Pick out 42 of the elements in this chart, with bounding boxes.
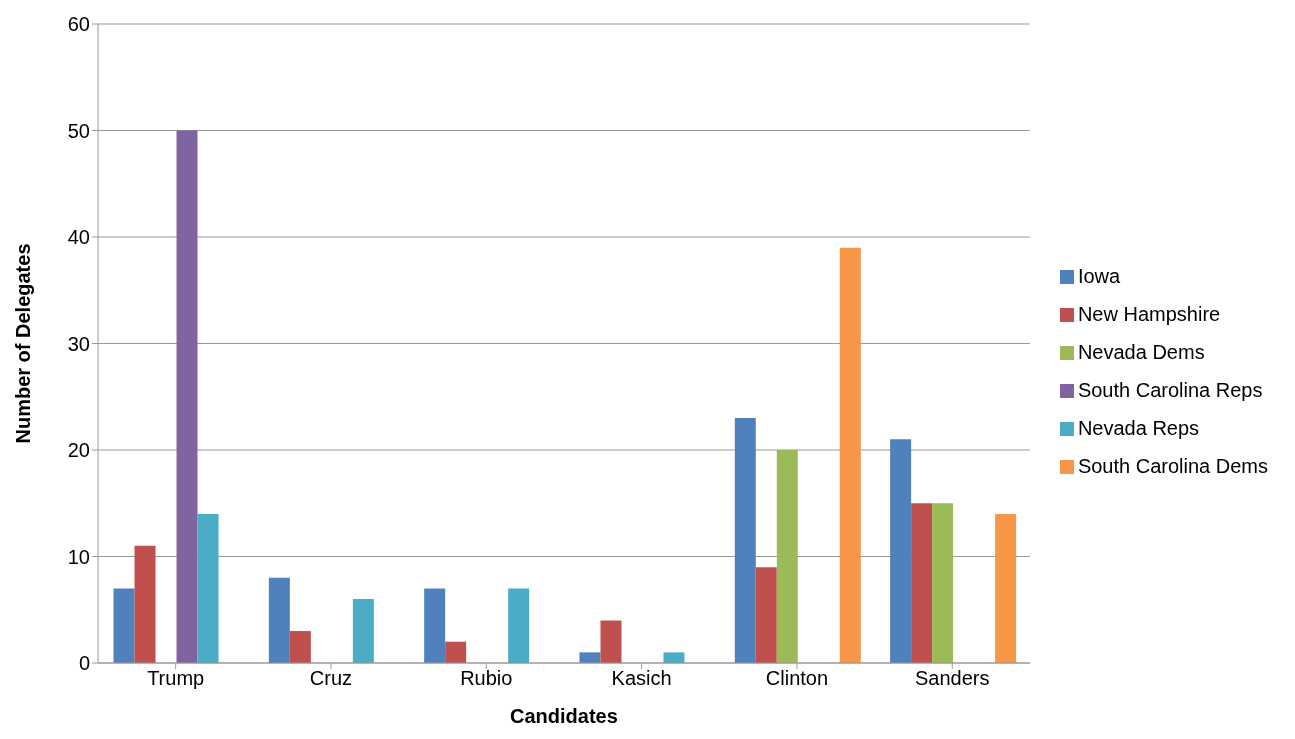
x-axis-title: Candidates xyxy=(510,705,618,727)
legend-label: Iowa xyxy=(1077,264,1121,287)
bar xyxy=(890,439,912,663)
bar xyxy=(424,588,446,663)
x-tick-label: Sanders xyxy=(915,667,990,690)
bar xyxy=(663,652,685,663)
bar xyxy=(445,641,467,663)
legend-label: Nevada Dems xyxy=(1077,340,1205,363)
bar xyxy=(289,631,311,663)
y-tick-label: 0 xyxy=(78,652,90,675)
bar xyxy=(268,577,290,663)
legend-label: South Carolina Dems xyxy=(1077,454,1268,477)
bar xyxy=(600,620,622,663)
legend-label: Nevada Reps xyxy=(1077,416,1200,439)
legend-label: South Carolina Reps xyxy=(1077,378,1263,401)
y-axis-title: Number of Delegates xyxy=(12,243,35,444)
bar xyxy=(134,545,156,663)
x-tick-label: Cruz xyxy=(309,667,353,690)
x-tick-label: Rubio xyxy=(460,667,513,690)
bar xyxy=(579,652,601,663)
bar xyxy=(508,588,530,663)
bar xyxy=(995,513,1017,663)
y-tick-label: 40 xyxy=(67,226,90,249)
legend-label: New Hampshire xyxy=(1077,302,1221,325)
bar xyxy=(734,418,756,663)
bar xyxy=(911,503,933,663)
x-tick-label: Clinton xyxy=(765,667,829,690)
bar xyxy=(776,450,798,663)
y-tick-label: 30 xyxy=(67,332,90,355)
bar xyxy=(197,513,219,663)
bar xyxy=(176,130,198,663)
bar xyxy=(932,503,954,663)
x-tick-label: Trump xyxy=(147,667,205,690)
bar xyxy=(113,588,135,663)
bar xyxy=(352,599,374,663)
y-tick-label: 10 xyxy=(67,545,90,568)
y-tick-label: 60 xyxy=(67,13,90,36)
bar xyxy=(839,247,861,663)
bar xyxy=(755,567,777,663)
x-tick-label: Kasich xyxy=(611,667,672,690)
y-tick-label: 20 xyxy=(67,439,90,462)
y-tick-label: 50 xyxy=(67,119,90,142)
